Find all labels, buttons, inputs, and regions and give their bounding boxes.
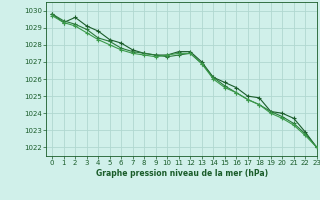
X-axis label: Graphe pression niveau de la mer (hPa): Graphe pression niveau de la mer (hPa) [96, 169, 268, 178]
